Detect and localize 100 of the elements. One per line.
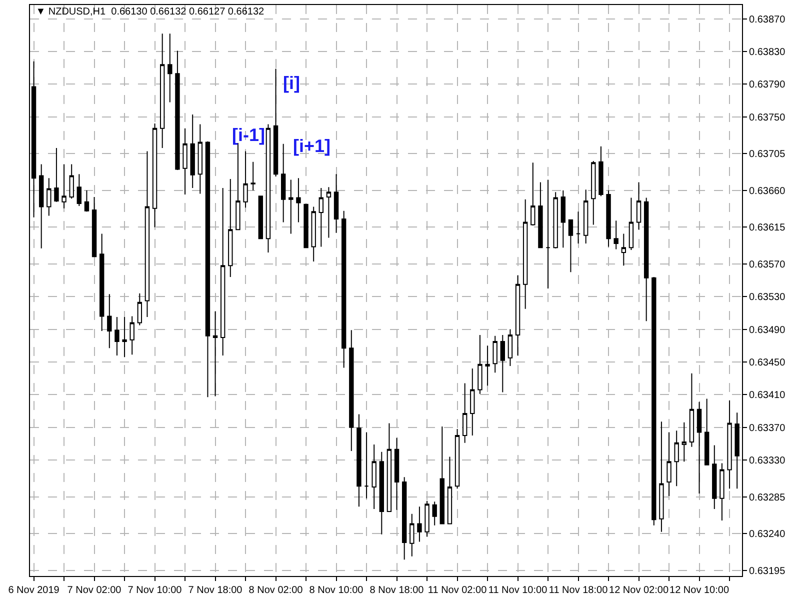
candlestick <box>62 164 66 209</box>
candlestick <box>621 233 626 266</box>
candlestick <box>462 382 468 444</box>
candlestick <box>659 421 664 532</box>
candlestick <box>515 274 520 356</box>
candlestick <box>152 122 158 228</box>
y-tick-label: 0.63330 <box>749 456 786 466</box>
candlestick <box>591 160 596 226</box>
y-tick-label: 0.63490 <box>749 324 786 336</box>
candlestick <box>440 426 444 524</box>
y-tick-label: 0.63750 <box>749 112 786 124</box>
y-tick-label: 0.63660 <box>749 186 786 197</box>
candlestick <box>182 128 188 196</box>
y-tick-label: 0.63370 <box>749 422 786 434</box>
candlestick <box>288 179 294 234</box>
candlestick <box>212 310 218 397</box>
candlestick <box>500 334 505 393</box>
candlestick <box>447 456 452 524</box>
x-tick-label: 6 Nov 2019 <box>8 585 60 596</box>
candlestick <box>326 186 332 238</box>
x-tick-label: 11 Nov 18:00 <box>548 585 608 596</box>
annotation: [i-1] <box>232 125 265 145</box>
candlestick <box>727 400 732 490</box>
x-tick-label: 12 Nov 10:00 <box>670 585 730 596</box>
y-tick-label: 0.63615 <box>749 222 786 234</box>
candlestick <box>614 220 618 250</box>
candlestick <box>372 444 376 510</box>
candlestick <box>54 147 59 202</box>
candlestick <box>734 412 740 490</box>
candlestick <box>720 462 724 521</box>
candlestick <box>606 190 611 248</box>
candlestick <box>394 437 400 510</box>
candlestick <box>258 196 264 240</box>
candlestick <box>568 219 574 273</box>
candlestick <box>546 179 550 289</box>
candlestick <box>454 428 460 490</box>
candlestick <box>318 187 324 248</box>
candlestick <box>553 192 558 249</box>
candlestick <box>386 422 392 512</box>
candlestick <box>432 501 437 526</box>
candlestick <box>628 197 634 251</box>
y-tick-label: 0.63450 <box>749 357 786 368</box>
candlestick <box>220 187 226 356</box>
candlestick <box>424 500 430 538</box>
y-tick-label: 0.63830 <box>749 47 786 58</box>
candlestick <box>99 233 104 332</box>
candlestick <box>530 162 536 226</box>
candlestick <box>205 140 210 398</box>
candlestick <box>508 328 513 367</box>
candlestick <box>198 124 203 194</box>
x-tick-label: 7 Nov 10:00 <box>128 585 182 596</box>
candlestick <box>712 444 717 510</box>
candlestick <box>576 211 581 244</box>
candlestick <box>379 451 384 535</box>
candlestick <box>334 174 339 234</box>
candlestick <box>522 198 528 310</box>
candlestick <box>583 189 588 244</box>
candlestick <box>478 334 482 394</box>
y-tick-label: 0.63530 <box>749 292 786 304</box>
candlestick <box>652 276 656 526</box>
candlestick <box>69 164 74 200</box>
candlestick <box>46 178 52 216</box>
y-tick-label: 0.63195 <box>749 566 786 577</box>
candlestick <box>704 398 710 466</box>
candlestick <box>341 210 346 368</box>
candlestick <box>266 124 271 254</box>
y-tick-label: 0.63410 <box>749 390 786 402</box>
candlestick <box>190 114 195 188</box>
candlestick <box>130 316 134 356</box>
y-tick-label: 0.63285 <box>749 492 786 504</box>
x-tick-label: 7 Nov 02:00 <box>67 585 122 596</box>
candlestick <box>364 432 369 499</box>
candlestick <box>160 33 165 148</box>
candlestick <box>402 476 407 560</box>
candlestick <box>280 143 286 223</box>
candlestick <box>410 513 414 557</box>
candlestick <box>470 368 475 436</box>
chart-title: ▼ NZDUSD,H1 0.66130 0.66132 0.66127 0.66132 <box>36 6 265 18</box>
candlestick <box>137 292 142 326</box>
y-tick-label: 0.63790 <box>749 80 786 91</box>
annotation: [i] <box>283 73 300 93</box>
candlestick <box>682 422 686 462</box>
y-tick-label: 0.63705 <box>749 149 786 160</box>
candlestick <box>243 150 248 208</box>
candlestick <box>76 174 82 206</box>
x-tick-label: 12 Nov 02:00 <box>609 585 669 596</box>
candlestick <box>107 294 112 349</box>
candlestick <box>598 146 604 197</box>
x-tick-label: 8 Nov 18:00 <box>370 585 424 596</box>
candlestick <box>356 414 362 508</box>
candlestick <box>636 182 642 230</box>
candlestick <box>296 178 301 223</box>
candlestick <box>122 316 127 358</box>
x-tick-label: 11 Nov 10:00 <box>488 585 548 596</box>
candlestick <box>538 182 543 248</box>
candlestick <box>175 50 180 171</box>
annotation: [i+1] <box>293 136 331 156</box>
y-tick-label: 0.63870 <box>749 14 786 26</box>
x-tick-label: 8 Nov 02:00 <box>248 585 304 596</box>
candlestick <box>666 432 672 496</box>
